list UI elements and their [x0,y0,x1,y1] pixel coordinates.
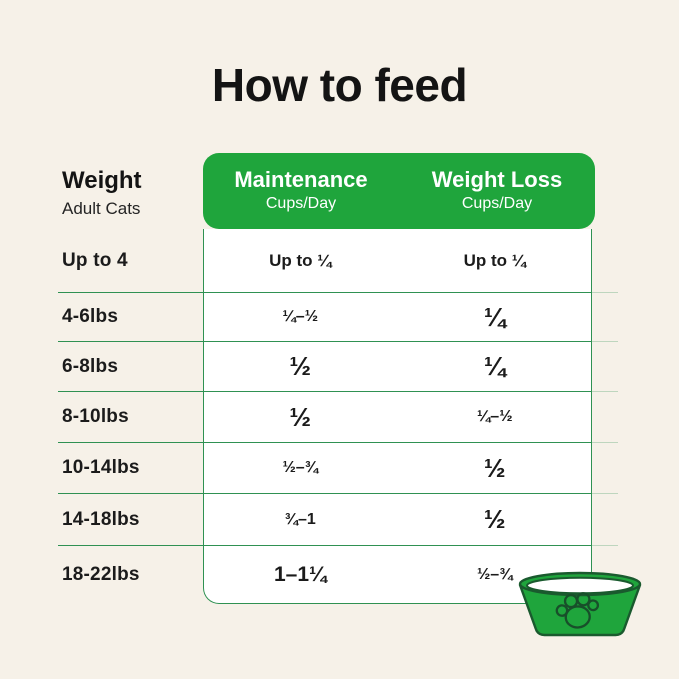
weight-loss-value: ¼–½ [476,408,513,425]
paw-print-icon [555,592,600,629]
table-row: 10-14lbs ½–¾ ½ [58,443,618,494]
weight-range: Up to 4 [62,249,128,271]
maintenance-value: ¼–½ [282,308,319,325]
maintenance-label: Maintenance [234,167,368,192]
weight-loss-label: Weight Loss [431,167,563,192]
maintenance-value: Up to ¼ [269,250,332,270]
column-header-maintenance: Maintenance Cups/Day [203,167,399,229]
table-body-panel [203,229,592,604]
weight-range: 4-6lbs [62,306,119,327]
weight-header-subtitle: Adult Cats [62,199,141,219]
table-row: 4-6lbs ¼–½ ¼ [58,293,618,342]
table-row: 6-8lbs ½ ¼ [58,342,618,392]
weight-range: 18-22lbs [62,564,140,585]
feeding-table: Up to 4 Up to ¼ Up to ¼ 4-6lbs ¼–½ ¼ 6-8… [58,229,618,604]
weight-column-header: Weight Adult Cats [62,167,142,219]
weight-loss-value: ¼ [483,301,506,332]
weight-loss-value: ½–¾ [476,566,513,583]
table-row: 8-10lbs ½ ¼–½ [58,392,618,443]
maintenance-sublabel: Cups/Day [265,195,337,213]
table-row: 18-22lbs 1–1¼ ½–¾ [58,546,592,604]
maintenance-value: ½ [289,401,312,432]
table-column-header-bar: Maintenance Cups/Day Weight Loss Cups/Da… [203,153,595,229]
weight-loss-sublabel: Cups/Day [461,195,533,213]
weight-loss-value: ½ [483,504,506,534]
pet-bowl-paw-icon [518,571,642,637]
maintenance-value: ½–¾ [282,459,319,476]
weight-range: 8-10lbs [62,406,129,427]
column-header-weight-loss: Weight Loss Cups/Day [399,167,595,229]
weight-range: 10-14lbs [62,457,140,478]
weight-range: 6-8lbs [62,355,119,377]
weight-loss-value: ¼ [483,351,506,381]
table-row: 14-18lbs ¾–1 ½ [58,494,618,546]
page-title: How to feed [211,59,468,111]
weight-loss-value: Up to ¼ [463,250,526,270]
weight-loss-value: ½ [483,452,506,483]
maintenance-value: ½ [289,351,312,381]
table-row: Up to 4 Up to ¼ Up to ¼ [58,229,618,293]
weight-header-title: Weight [62,167,142,194]
maintenance-value: 1–1¼ [273,563,327,586]
weight-range: 14-18lbs [62,508,140,530]
maintenance-value: ¾–1 [284,510,316,528]
